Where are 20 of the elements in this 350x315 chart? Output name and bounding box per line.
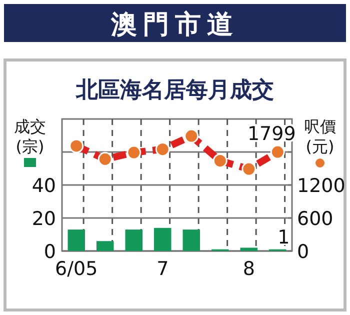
bar	[96, 241, 114, 251]
bar	[125, 230, 142, 251]
chart-subtitle: 北區海名居每月成交	[75, 77, 274, 103]
y2-tick-label: 600	[297, 208, 334, 230]
y-tick-label: 40	[32, 175, 56, 197]
y-tick-label: 20	[32, 208, 56, 230]
bar	[68, 230, 85, 251]
y-tick-label: 0	[44, 241, 56, 263]
bar	[154, 228, 172, 251]
chart-title: 澳門市道	[110, 10, 239, 40]
x-tick-label: 8	[242, 258, 255, 280]
data-label: 1	[278, 226, 290, 248]
y2-axis-title: 呎價(元)	[304, 117, 336, 156]
x-tick-label: 6/05	[55, 258, 98, 280]
bar	[182, 230, 200, 251]
y2-tick-label: 0	[297, 241, 310, 263]
y-axis-title: 成交(宗)	[14, 117, 46, 156]
x-tick-label: 7	[156, 258, 169, 280]
bar	[240, 248, 258, 251]
y2-tick-label: 1200	[297, 175, 346, 197]
